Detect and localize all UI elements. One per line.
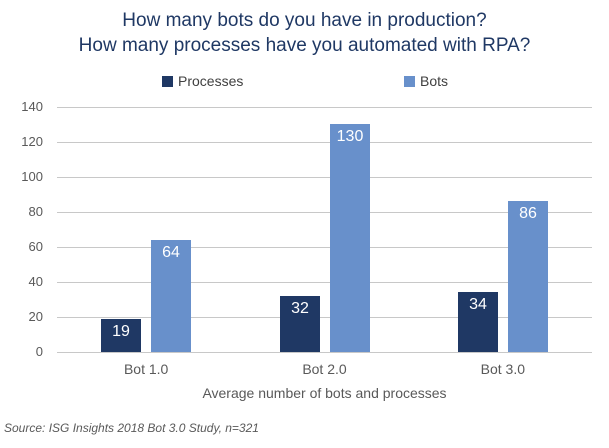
source-note: Source: ISG Insights 2018 Bot 3.0 Study,…	[4, 421, 259, 435]
legend-item-processes: Processes	[162, 71, 243, 91]
chart-legend: Processes Bots	[0, 71, 609, 91]
gridline-y20	[57, 316, 592, 318]
data-label-processes-bot-1.0: 19	[112, 323, 130, 340]
data-label-processes-bot-2.0: 32	[291, 300, 309, 317]
data-label-processes-bot-3.0: 34	[469, 296, 487, 313]
gridline-y140	[57, 106, 592, 108]
y-tick-label-0: 0	[35, 344, 43, 359]
x-category-label-bot-1.0: Bot 1.0	[123, 361, 169, 377]
y-tick-label-140: 140	[21, 99, 43, 114]
x-axis-title: Average number of bots and processes	[202, 385, 447, 401]
gridline-y60	[57, 246, 592, 248]
data-label-bots-bot-2.0: 130	[336, 128, 364, 145]
gridline-y100	[57, 176, 592, 178]
gridline-y80	[57, 211, 592, 213]
gridline-y40	[57, 281, 592, 283]
bar-processes-bot-3.0	[458, 292, 498, 352]
chart-title-line2: How many processes have you automated wi…	[78, 35, 531, 56]
data-label-bots-bot-1.0: 64	[162, 244, 180, 261]
chart-title: How many bots do you have in production?…	[0, 8, 609, 58]
y-tick-label-20: 20	[28, 309, 43, 324]
x-category-label-bot-2.0: Bot 2.0	[302, 361, 347, 377]
y-tick-label-120: 120	[21, 134, 43, 149]
bar-bots-bot-1.0	[151, 240, 191, 352]
legend-swatch-processes	[162, 75, 173, 87]
y-tick-label-40: 40	[28, 274, 43, 289]
y-tick-label-80: 80	[28, 204, 43, 219]
bar-processes-bot-2.0	[280, 296, 320, 352]
bar-bots-bot-2.0	[330, 124, 370, 352]
y-tick-label-100: 100	[21, 169, 43, 184]
legend-label-bots: Bots	[420, 73, 449, 89]
legend-label-processes: Processes	[178, 73, 244, 89]
bar-bots-bot-3.0	[508, 201, 548, 352]
bar-processes-bot-1.0	[101, 319, 141, 352]
gridline-y0	[57, 351, 592, 353]
data-label-bots-bot-3.0: 86	[519, 205, 537, 222]
chart-title-line1: How many bots do you have in production?	[122, 10, 487, 31]
y-tick-label-60: 60	[28, 239, 43, 254]
legend-item-bots: Bots	[404, 71, 448, 91]
legend-swatch-bots	[404, 75, 415, 87]
x-category-label-bot-3.0: Bot 3.0	[480, 361, 526, 377]
gridline-y120	[57, 141, 592, 143]
